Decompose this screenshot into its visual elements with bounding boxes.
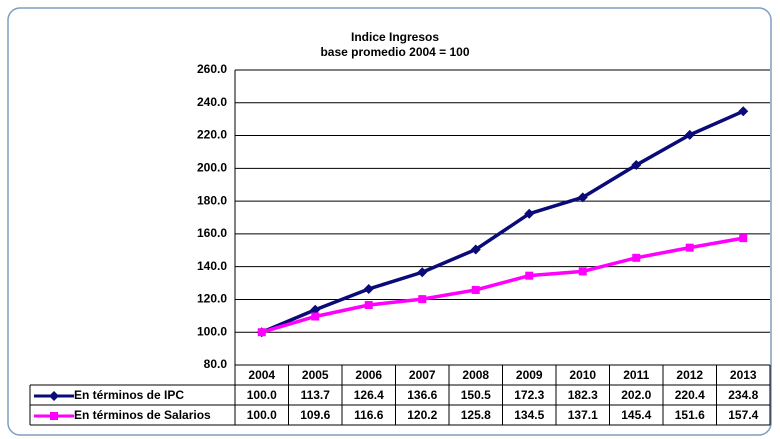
table-value: 116.6	[354, 408, 384, 422]
table-value: 145.4	[621, 408, 651, 422]
table-value: 234.8	[728, 388, 758, 402]
x-tick-label: 2008	[462, 368, 489, 382]
marker	[417, 267, 428, 278]
table-value: 109.6	[300, 408, 330, 422]
marker	[738, 106, 749, 117]
table-value: 100.0	[247, 408, 277, 422]
marker	[363, 283, 374, 294]
table-value: 100.0	[247, 388, 277, 402]
marker	[470, 244, 481, 255]
table-value: 220.4	[675, 388, 705, 402]
y-tick-label: 80.0	[204, 357, 228, 371]
marker	[310, 304, 321, 315]
y-tick-label: 260.0	[197, 62, 227, 76]
table-value: 157.4	[728, 408, 758, 422]
marker	[577, 192, 588, 203]
table-value: 113.7	[301, 388, 331, 402]
chart-title: Indice Ingresos	[351, 30, 439, 44]
table-value: 182.3	[568, 388, 598, 402]
x-tick-label: 2010	[569, 368, 596, 382]
x-tick-label: 2005	[302, 368, 329, 382]
y-tick-label: 200.0	[197, 161, 227, 175]
table-value: 125.8	[461, 408, 491, 422]
y-tick-label: 100.0	[197, 324, 227, 338]
marker	[471, 285, 480, 294]
legend-marker	[50, 412, 58, 420]
marker	[739, 234, 748, 243]
table-value: 134.5	[514, 408, 544, 422]
legend-marker	[49, 391, 59, 401]
y-tick-label: 160.0	[197, 226, 227, 240]
marker	[578, 267, 587, 276]
marker	[525, 271, 534, 280]
series-line	[261, 236, 744, 334]
chart-frame	[7, 7, 772, 436]
legend-label: En términos de IPC	[74, 388, 184, 402]
table-value: 172.3	[514, 388, 544, 402]
y-tick-label: 220.0	[197, 128, 227, 142]
y-tick-label: 140.0	[197, 259, 227, 273]
x-tick-label: 2009	[516, 368, 543, 382]
table-value: 120.2	[407, 408, 437, 422]
table-value: 136.6	[407, 388, 437, 402]
table-value: 151.6	[675, 408, 705, 422]
x-tick-label: 2007	[409, 368, 436, 382]
y-tick-label: 120.0	[197, 292, 227, 306]
marker	[632, 253, 641, 262]
x-tick-label: 2012	[676, 368, 703, 382]
marker	[684, 129, 695, 140]
series-line	[261, 109, 744, 334]
table-value: 150.5	[461, 388, 491, 402]
y-tick-label: 240.0	[197, 95, 227, 109]
marker	[631, 160, 642, 171]
x-tick-label: 2011	[623, 368, 649, 382]
marker	[685, 243, 694, 252]
marker	[418, 295, 427, 304]
legend-label: En términos de Salarios	[74, 408, 211, 422]
x-tick-label: 2004	[248, 368, 275, 382]
x-tick-label: 2006	[355, 368, 382, 382]
table-value: 137.1	[568, 408, 598, 422]
y-tick-label: 180.0	[197, 193, 227, 207]
chart-subtitle: base promedio 2004 = 100	[320, 45, 469, 59]
x-tick-label: 2013	[730, 368, 757, 382]
marker	[524, 208, 535, 219]
marker	[364, 301, 373, 310]
table-value: 202.0	[621, 388, 651, 402]
marker	[311, 312, 320, 321]
table-value: 126.4	[354, 388, 384, 402]
marker	[257, 328, 266, 337]
